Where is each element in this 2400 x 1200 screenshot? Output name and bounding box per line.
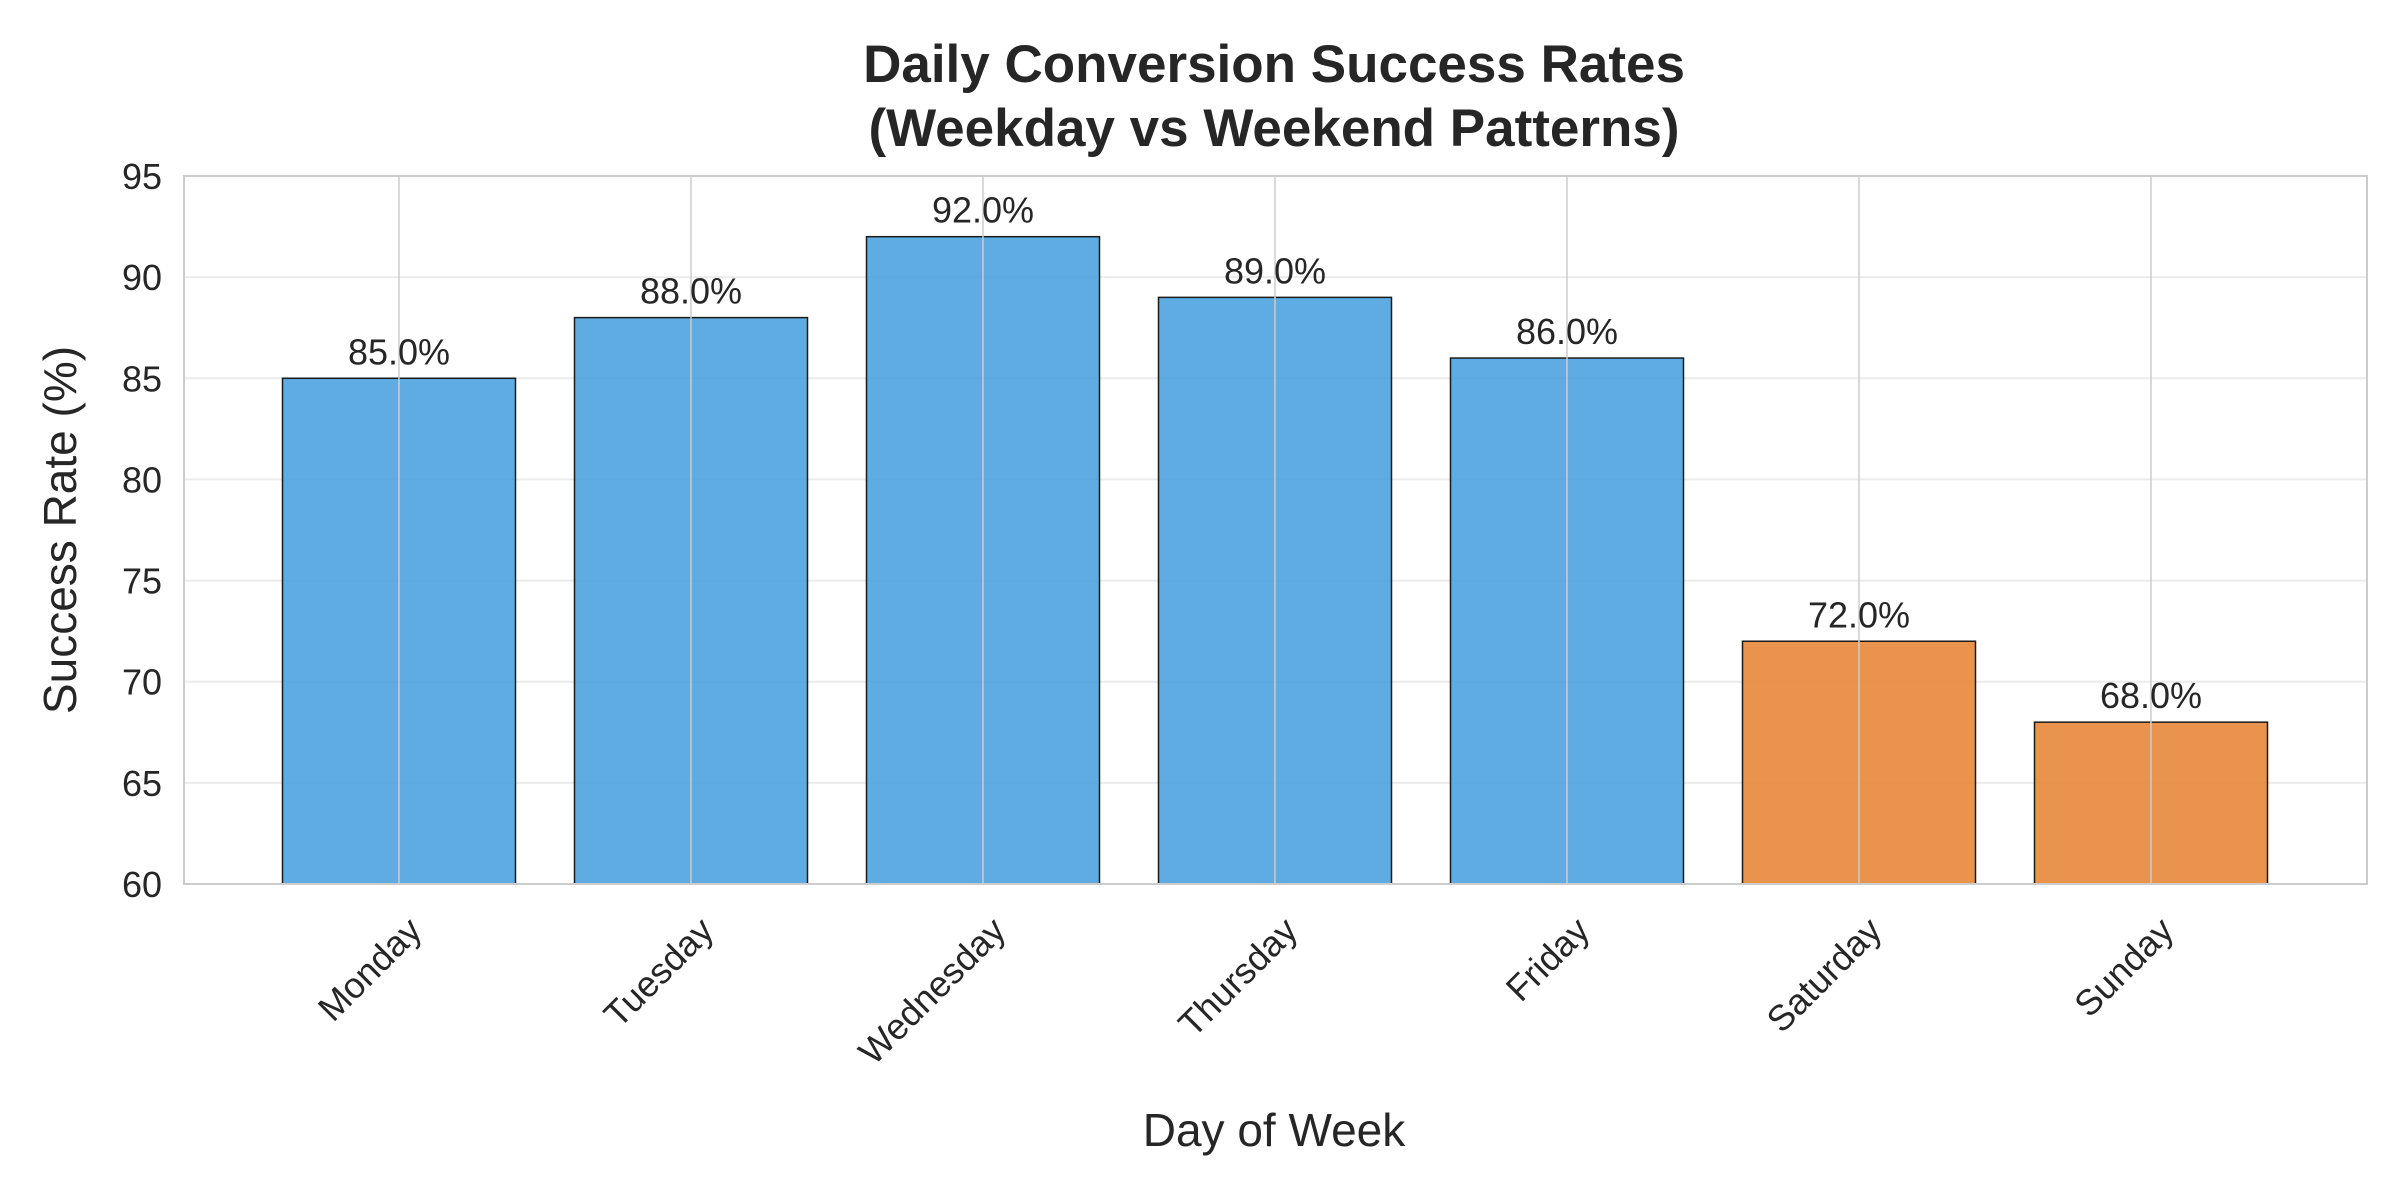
data-label-friday: 86.0% [1516,311,1618,352]
y-tick-label: 80 [122,459,162,500]
y-axis-label: Success Rate (%) [34,346,86,714]
data-labels: 85.0% 88.0% 92.0% 89.0% 86.0% 72.0% 68.0% [348,190,2202,716]
data-label-wednesday: 92.0% [932,190,1034,231]
data-label-monday: 85.0% [348,331,450,372]
data-label-tuesday: 88.0% [640,271,742,312]
x-axis-label: Day of Week [1143,1104,1406,1156]
vertical-grid-lines [398,176,2152,884]
data-label-thursday: 89.0% [1224,250,1326,291]
y-tick-label: 90 [122,257,162,298]
y-axis-ticks: 60 65 70 75 80 85 90 95 [122,156,162,905]
y-tick-label: 60 [122,864,162,905]
data-label-saturday: 72.0% [1808,594,1910,635]
chart-title-line-2: (Weekday vs Weekend Patterns) [868,99,1679,158]
y-tick-label: 95 [122,156,162,197]
chart-title-line-1: Daily Conversion Success Rates [863,35,1685,94]
y-tick-label: 70 [122,662,162,703]
data-label-sunday: 68.0% [2100,675,2202,716]
y-tick-label: 75 [122,561,162,602]
plot-frame [183,175,2368,885]
y-tick-label: 85 [122,358,162,399]
y-tick-label: 65 [122,763,162,804]
